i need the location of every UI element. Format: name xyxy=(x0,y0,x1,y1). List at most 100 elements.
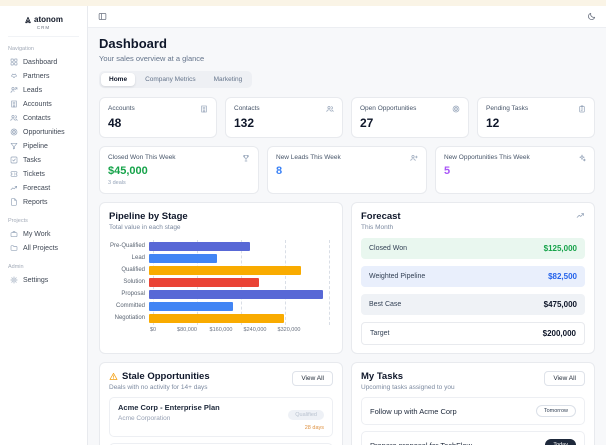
sidebar-item[interactable]: Opportunities xyxy=(8,125,79,139)
opportunity-name: Acme Corp - Enterprise Plan xyxy=(118,403,220,412)
week-stat-card[interactable]: Closed Won This Week $45,000 3 deals xyxy=(99,146,259,194)
logo-subtext: CRM xyxy=(36,25,51,30)
funnel-icon xyxy=(10,142,18,150)
file-icon xyxy=(10,198,18,206)
task-due-badge: Today xyxy=(545,439,576,445)
chart-bar-track xyxy=(149,241,329,251)
stale-opportunity-item[interactable]: Acme Corp - Enterprise Plan Acme Corpora… xyxy=(109,397,333,437)
trend-up-icon xyxy=(576,211,585,220)
forecast-row: Closed Won $125,000 xyxy=(361,238,585,259)
handshake-icon xyxy=(10,72,18,80)
sidebar-item-label: Settings xyxy=(23,276,49,284)
chart-bar xyxy=(149,313,284,323)
sidebar-item[interactable]: All Projects xyxy=(8,241,79,255)
sidebar-item[interactable]: Reports xyxy=(8,195,79,209)
task-due-badge: Tomorrow xyxy=(535,405,576,417)
sidebar-item-label: Contacts xyxy=(23,114,51,122)
sidebar-item-label: Opportunities xyxy=(23,128,65,136)
task-title: Follow up with Acme Corp xyxy=(370,406,457,416)
moon-icon[interactable] xyxy=(587,12,596,21)
stat-card[interactable]: Contacts 132 xyxy=(225,97,343,138)
tasks-list: Follow up with Acme Corp Tomorrow Prepar… xyxy=(361,397,585,445)
forecast-value: $200,000 xyxy=(542,329,576,338)
pipeline-chart: Pre-Qualified Lead Qualified Solution Propos… xyxy=(109,240,333,337)
tab[interactable]: Company Metrics xyxy=(145,76,196,83)
forecast-label: Target xyxy=(370,330,390,337)
stat-card[interactable]: Open Opportunities 27 xyxy=(351,97,469,138)
task-item[interactable]: Prepare proposal for TechFlow Today xyxy=(361,431,585,445)
sidebar-item[interactable]: Partners xyxy=(8,69,79,83)
forecast-label: Closed Won xyxy=(369,245,408,252)
tab[interactable]: Home xyxy=(101,73,136,86)
sidebar-item[interactable]: Forecast xyxy=(8,181,79,195)
forecast-value: $125,000 xyxy=(543,244,577,253)
forecast-row: Weighted Pipeline $82,500 xyxy=(361,266,585,287)
stat-card[interactable]: Accounts 48 xyxy=(99,97,217,138)
sidebar-item[interactable]: Pipeline xyxy=(8,139,79,153)
chart-bar-track xyxy=(149,253,329,263)
sidebar-item-label: Leads xyxy=(23,86,43,94)
sidebar-item[interactable]: Tickets xyxy=(8,167,79,181)
check-square-icon xyxy=(10,156,18,164)
ticket-icon xyxy=(10,170,18,178)
week-stat-card[interactable]: New Opportunities This Week 5 xyxy=(435,146,595,194)
topbar xyxy=(88,6,606,28)
forecast-row: Target $200,000 xyxy=(361,322,585,345)
chart-x-tick: $320,000 xyxy=(277,327,301,333)
warning-icon xyxy=(109,372,118,381)
task-item[interactable]: Follow up with Acme Corp Tomorrow xyxy=(361,397,585,425)
top-accent-strip xyxy=(0,0,606,6)
sidebar-projects-list: My Work All Projects xyxy=(8,227,79,255)
stat-label: Contacts xyxy=(234,105,260,112)
stat-label: New Opportunities This Week xyxy=(444,154,530,161)
stale-title: Stale Opportunities xyxy=(122,371,210,382)
clipboard-icon xyxy=(578,105,586,113)
task-title: Prepare proposal for TechFlow xyxy=(370,440,472,445)
tasks-title: My Tasks xyxy=(361,371,404,382)
sidebar-item-label: Pipeline xyxy=(23,142,48,150)
stat-label: Accounts xyxy=(108,105,135,112)
sidebar-item[interactable]: Dashboard xyxy=(8,55,79,69)
stage-badge: Qualified xyxy=(288,410,324,420)
chart-x-tick: $0 xyxy=(149,327,157,333)
chart-category-label: Lead xyxy=(131,255,145,261)
stat-label: Closed Won This Week xyxy=(108,154,176,161)
stat-value: 8 xyxy=(276,165,283,177)
chart-bar-track xyxy=(149,289,329,299)
sidebar-item-label: Tasks xyxy=(23,156,41,164)
chart-bar xyxy=(149,253,217,263)
page-title: Dashboard xyxy=(99,36,167,51)
sidebar-section-admin: Admin xyxy=(8,264,24,270)
target-icon xyxy=(10,128,18,136)
chart-bar-track xyxy=(149,313,329,323)
dashboard-tabs: Home Company Metrics Marketing xyxy=(99,71,253,88)
sidebar-item[interactable]: Leads xyxy=(8,83,79,97)
tab[interactable]: Marketing xyxy=(213,76,243,83)
panel-left-icon[interactable] xyxy=(98,12,107,21)
sidebar-item[interactable]: Settings xyxy=(8,273,79,287)
grid-icon xyxy=(10,58,18,66)
logo-icon xyxy=(24,16,32,24)
sidebar-item[interactable]: My Work xyxy=(8,227,79,241)
sidebar-item[interactable]: Accounts xyxy=(8,97,79,111)
users-icon xyxy=(326,105,334,113)
week-stat-card[interactable]: New Leads This Week 8 xyxy=(267,146,427,194)
forecast-label: Weighted Pipeline xyxy=(369,273,426,280)
stat-value: 132 xyxy=(234,116,255,130)
stat-subtext xyxy=(444,180,586,186)
tasks-view-all-button[interactable]: View All xyxy=(544,371,585,386)
stale-opportunities-panel: Stale Opportunities Deals with no activi… xyxy=(99,362,343,445)
sidebar-item[interactable]: Contacts xyxy=(8,111,79,125)
sidebar-admin-list: Settings xyxy=(8,273,79,287)
stat-card[interactable]: Pending Tasks 12 xyxy=(477,97,595,138)
forecast-value: $82,500 xyxy=(548,272,577,281)
users-icon xyxy=(10,114,18,122)
stat-value: 12 xyxy=(486,116,500,130)
week-stats-row: Closed Won This Week $45,000 3 deals New… xyxy=(99,146,595,194)
sidebar-section-projects: Projects xyxy=(8,218,28,224)
sidebar-item-label: Dashboard xyxy=(23,58,58,66)
gear-icon xyxy=(10,276,18,284)
stat-value: $45,000 xyxy=(108,165,148,177)
sidebar-item[interactable]: Tasks xyxy=(8,153,79,167)
stale-view-all-button[interactable]: View All xyxy=(292,371,333,386)
